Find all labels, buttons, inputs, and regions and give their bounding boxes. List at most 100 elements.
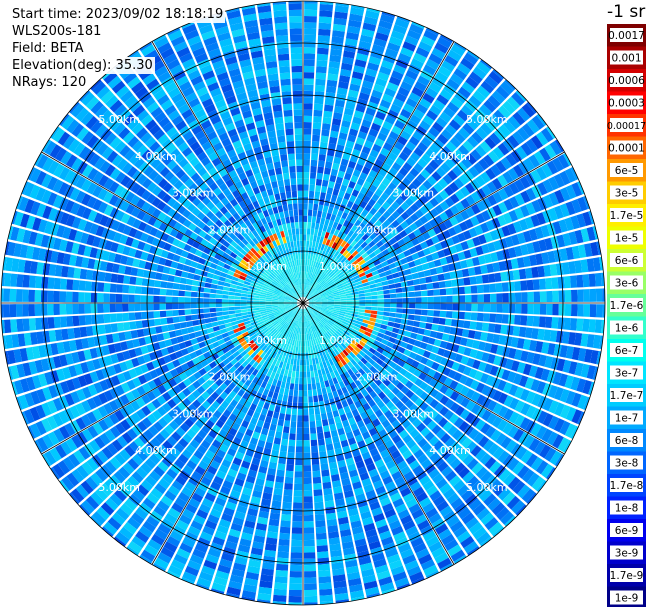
ray-gate [152,342,161,351]
ray-gate [244,400,252,409]
ray-gate [69,405,81,419]
ray-gate [320,294,327,298]
ray-gate [263,375,270,383]
ray-gate [314,191,321,199]
ray-gate [358,92,370,101]
ray-gate [189,365,199,374]
ray-gate [373,350,382,358]
ray-gate [502,100,516,115]
ray-gate [175,231,184,241]
ray-gate [226,274,233,280]
ray-gate [266,311,274,315]
ray-gate [350,240,357,248]
ray-gate [376,252,384,259]
ray-gate [377,366,386,374]
ray-gate [497,450,510,464]
ray-gate [180,234,190,243]
ray-gate [73,267,81,279]
ray-gate [514,193,525,206]
ray-gate [362,195,371,204]
ray-gate [431,546,446,559]
ray-gate [186,252,195,261]
ray-gate [205,419,215,429]
ray-gate [196,385,206,395]
ray-gate [311,153,319,161]
ray-gate [327,299,335,302]
ray-gate [265,355,272,363]
ray-gate [530,169,542,184]
ray-gate [386,82,399,92]
ray-gate [371,44,385,54]
ray-gate [178,309,185,316]
ray-gate [446,515,460,528]
ray-gate [560,187,571,202]
ray-gate [351,408,360,417]
ray-gate [58,166,71,181]
ray-gate [335,421,343,430]
ray-gate [517,484,531,499]
ray-gate [7,350,16,365]
ray-gate [259,433,267,442]
ray-gate [172,211,182,221]
ray-gate [53,290,60,302]
ray-gate [492,204,503,216]
ray-gate [142,520,156,533]
ray-gate [377,71,390,82]
ray-gate [410,537,424,548]
ray-gate [164,512,178,525]
ray-gate [147,287,154,295]
ray-gate [405,525,419,537]
ray-gate [382,120,393,131]
ray-gate [175,365,184,375]
ray-gate [176,519,189,531]
ray-gate [502,293,509,303]
ray-gate [118,466,131,479]
ray-gate [217,338,225,346]
ray-gate [268,429,276,438]
ray-gate [19,348,29,362]
ray-gate [343,356,350,364]
ray-gate [163,242,172,251]
ray-gate [443,106,456,119]
ray-gate [219,382,228,391]
ray-gate [394,233,403,242]
ray-gate [386,245,395,253]
ray-gate [215,294,223,299]
ray-gate [38,219,48,233]
ray-gate [512,326,521,337]
ray-gate [322,326,328,332]
ray-gate [480,264,488,274]
ray-gate [138,374,147,385]
ray-gate [326,261,333,268]
ray-gate [414,291,422,297]
ray-gate [219,343,228,350]
ray-gate [326,187,334,195]
ray-gate [81,179,92,192]
ray-gate [262,328,269,335]
ray-gate [228,303,235,307]
ray-gate [425,148,436,159]
ray-gate [261,427,269,436]
ray-gate [103,416,115,428]
ray-gate [460,355,469,365]
ray-gate [347,368,355,377]
ray-gate [400,376,409,386]
ray-gate [320,355,326,363]
ray-gate [458,127,470,140]
ray-gate [365,306,372,310]
ray-gate [293,358,297,365]
ray-gate [111,512,126,526]
ray-gate [153,449,165,461]
ray-gate [503,199,514,211]
ray-gate [395,224,404,233]
ray-gate [44,344,53,357]
ray-gate [36,262,44,275]
ray-gate [354,538,367,547]
ray-gate [153,295,160,303]
ray-gate [237,347,245,354]
ray-gate [453,417,465,428]
ray-gate [361,146,371,155]
ray-gate [395,247,403,255]
ray-gate [158,444,169,456]
ray-gate [389,307,397,313]
